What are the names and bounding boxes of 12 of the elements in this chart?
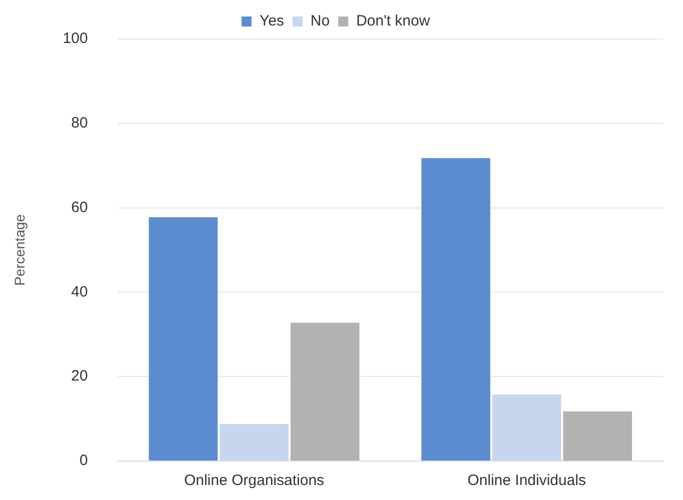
legend-label: No (310, 12, 330, 30)
y-axis-title: Percentage (11, 214, 28, 286)
y-tick-label: 60 (71, 198, 88, 216)
y-tick-label: 40 (71, 283, 88, 300)
legend-label: Don't know (356, 12, 430, 30)
legend-label: Yes (260, 12, 284, 30)
y-tick-label: 0 (79, 452, 88, 470)
y-tick-label: 80 (71, 114, 88, 132)
y-tick-label: 100 (62, 30, 88, 48)
x-tick-label: Online Individuals (468, 472, 586, 490)
x-tick-label: Online Organisations (184, 472, 324, 490)
y-tick-label: 20 (71, 368, 88, 385)
